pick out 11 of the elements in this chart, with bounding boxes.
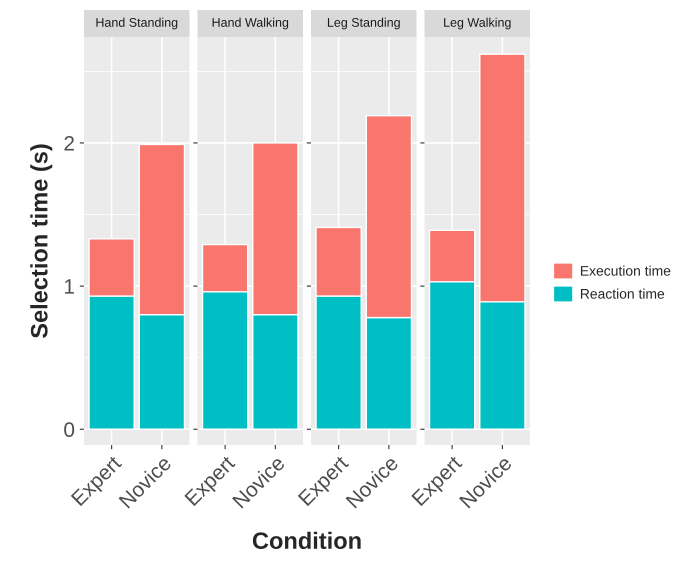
x-axis-title: Condition [252,532,361,550]
y-axis-title: Selection time (s) [30,144,52,338]
chart-title: Leg Walking [444,18,511,30]
chart-title: Hand Walking [212,18,288,30]
y-tick-label: 0 [64,422,74,438]
legend-label: Reaction time [580,288,664,299]
chart-title: Hand Standing [96,18,178,30]
y-tick-label: 1 [64,279,74,294]
chart-title: Leg Standing [328,18,400,30]
legend-label: Execution time [580,266,670,276]
y-tick-label: 2 [64,136,74,150]
